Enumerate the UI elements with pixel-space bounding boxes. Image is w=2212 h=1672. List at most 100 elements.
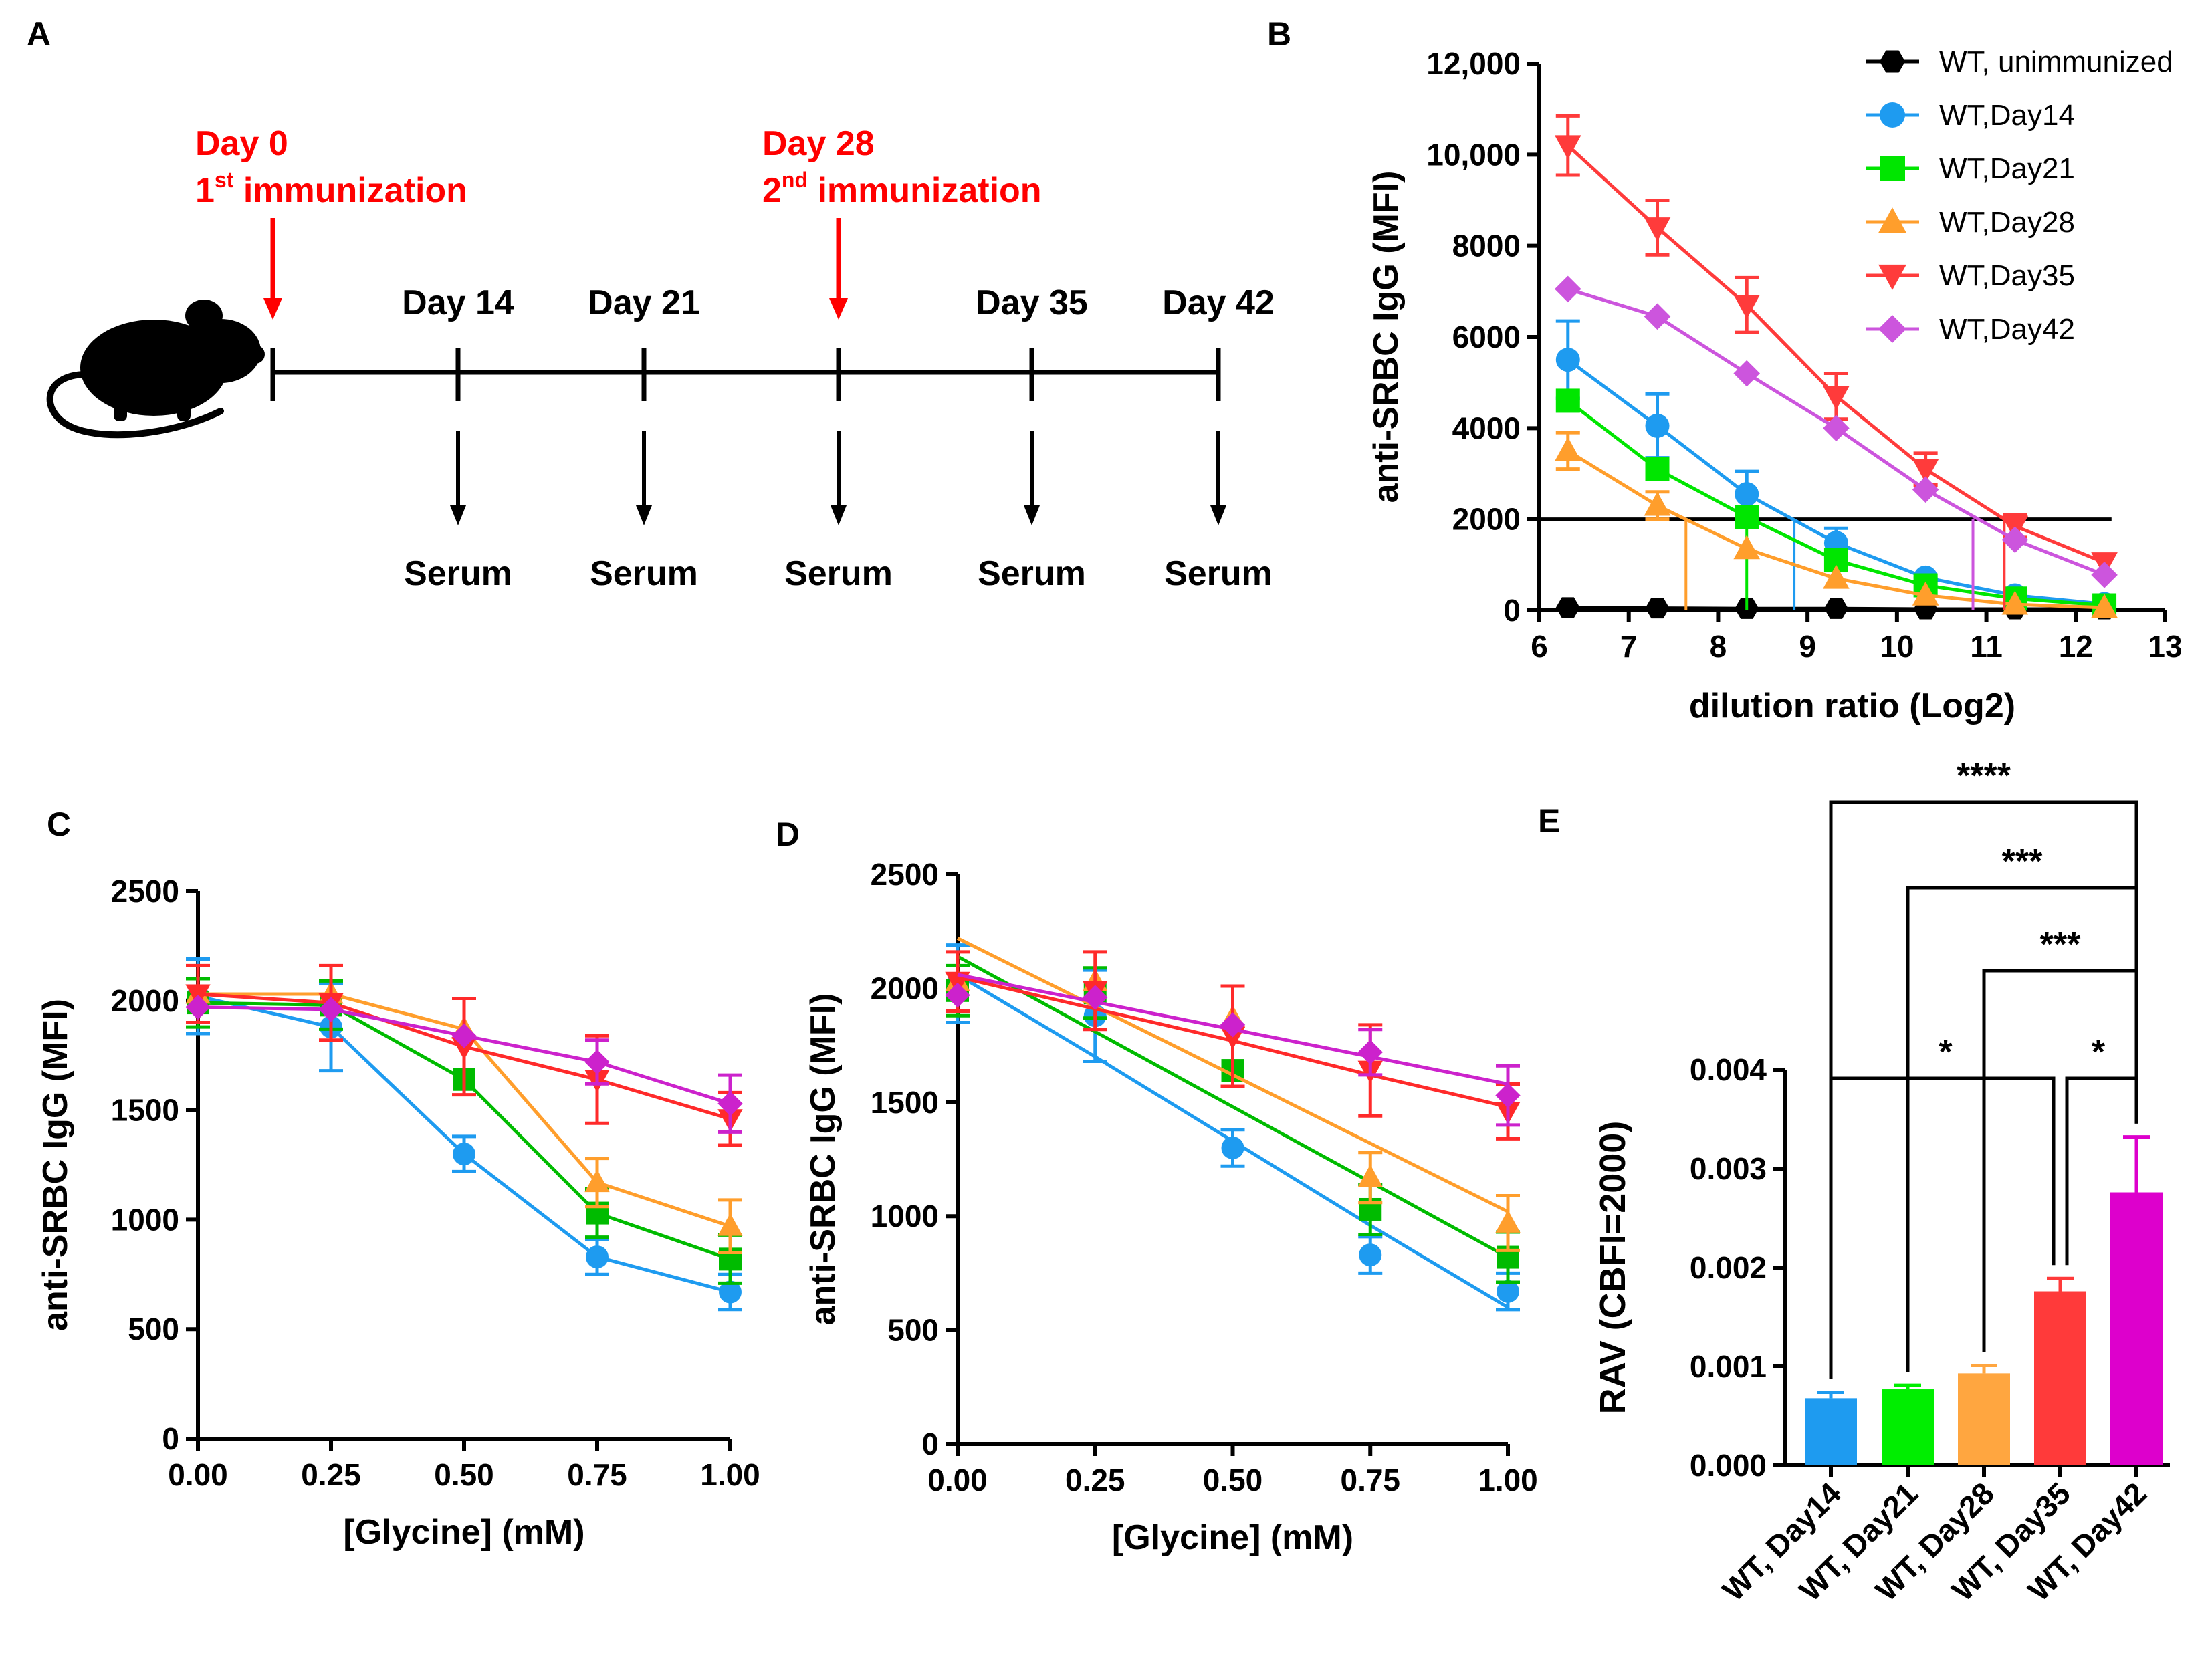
x-tick-label: 0.50 <box>434 1457 494 1492</box>
x-axis-label: [Glycine] (mM) <box>343 1513 584 1552</box>
y-tick-label: 2000 <box>871 971 939 1005</box>
legend-marker <box>1880 102 1905 128</box>
serum-arrowhead-day42 <box>1210 505 1226 525</box>
panel-label-a: A <box>27 15 51 53</box>
x-tick-label: 1.00 <box>1478 1463 1538 1498</box>
data-point <box>1823 386 1850 410</box>
y-tick-label: 1500 <box>111 1093 179 1128</box>
x-tick-label: 11 <box>1970 629 2003 664</box>
y-tick-label: 10,000 <box>1426 137 1521 172</box>
y-tick-label: 2500 <box>111 874 179 909</box>
y-tick-label: 2000 <box>1452 502 1521 537</box>
immunization-1-num: 1 <box>195 171 215 210</box>
serum-arrowhead-day35 <box>1024 505 1040 525</box>
significance-bracket: * <box>1829 1033 2056 1379</box>
x-tick-label: 0.75 <box>567 1457 627 1492</box>
data-point <box>1733 294 1761 319</box>
significance-label: **** <box>1957 757 2011 796</box>
legend-marker <box>1880 50 1905 73</box>
x-tick-label: 7 <box>1620 629 1638 664</box>
immunization-1-text: immunization <box>233 171 467 210</box>
data-point <box>1912 459 1939 483</box>
y-tick-label: 8000 <box>1452 229 1521 263</box>
series-line <box>956 955 1509 1259</box>
mouse-icon <box>46 300 265 439</box>
bar <box>2034 1291 2086 1465</box>
y-tick-label: 0 <box>1503 593 1521 628</box>
chart-c: 0 500 1000 1500 2000 2500 0.00 0.25 0.50 0.75 1.00… <box>36 874 760 1552</box>
data-point <box>451 1037 477 1060</box>
data-point <box>2091 562 2118 588</box>
y-tick-label: 1000 <box>871 1199 939 1233</box>
data-point <box>1733 535 1761 560</box>
chart-b: 0 2000 4000 6000 8000 10,000 12,000 6 7 8 9 10 11 12 1… <box>1367 45 2183 725</box>
bracket-line <box>1906 886 2138 1372</box>
data-point <box>2001 590 2029 615</box>
y-tick-label: 2500 <box>871 857 939 892</box>
y-tick-label: 0 <box>921 1427 939 1461</box>
bar <box>1805 1398 1857 1465</box>
x-tick-label: 10 <box>1880 629 1914 664</box>
x-tick-label: 9 <box>1799 629 1816 664</box>
serum-label-day35: Serum <box>978 554 1086 593</box>
data-point <box>584 1049 610 1075</box>
data-point <box>1733 360 1761 387</box>
data-point <box>1644 491 1671 516</box>
data-point <box>1497 1280 1519 1303</box>
immunization-2-arrowhead <box>829 298 848 320</box>
data-point <box>1555 348 1580 372</box>
data-point <box>1912 581 1939 606</box>
x-tick-label: 12 <box>2059 629 2093 664</box>
data-point <box>717 1213 743 1236</box>
legend-marker <box>1878 315 1906 343</box>
serum-arrows <box>456 431 1220 508</box>
data-point <box>1823 564 1850 589</box>
panel-label-c: C <box>47 806 71 843</box>
x-tick-label: 8 <box>1710 629 1727 664</box>
x-tick-label: 1.00 <box>700 1457 760 1492</box>
panel-label-e: E <box>1538 802 1560 840</box>
immunization-1-arrowhead <box>263 298 282 320</box>
timeline-panel: Day 0 1st immunization Day 28 2nd immuni… <box>46 124 1275 593</box>
x-tick-label: 0.25 <box>1065 1463 1125 1498</box>
day-14-label: Day 14 <box>402 283 514 322</box>
significance-bracket: * <box>2065 1033 2138 1266</box>
y-tick-label: 500 <box>128 1312 179 1346</box>
immunization-2-num: 2 <box>762 171 782 210</box>
legend-label: WT,Day21 <box>1939 152 2075 185</box>
y-tick-label: 2000 <box>111 983 179 1018</box>
chart-e: 0.000 0.001 0.002 0.003 0.004 RAV (CBFI=2000)… <box>1593 757 2170 1608</box>
y-tick-label: 1000 <box>111 1202 179 1237</box>
data-point <box>1083 985 1108 1010</box>
y-tick-label: 0.000 <box>1690 1448 1767 1483</box>
y-axis-label: anti-SRBC IgG (MFI) <box>1367 171 1406 503</box>
data-point <box>185 994 211 1020</box>
bracket-line <box>1829 1076 2056 1379</box>
data-point <box>1555 597 1580 618</box>
immunization-2-day: Day 28 <box>762 124 875 163</box>
serum-label-day21: Serum <box>590 554 698 593</box>
data-point <box>1644 217 1671 242</box>
significance-label: *** <box>2002 842 2043 881</box>
legend-label: WT, unimmunized <box>1939 45 2173 78</box>
y-tick-label: 0 <box>162 1421 179 1456</box>
data-point <box>1555 388 1580 413</box>
significance-bracket: *** <box>1982 925 2138 1352</box>
significance-label: * <box>1939 1033 1953 1072</box>
data-point <box>1644 303 1671 330</box>
y-tick-label: 12,000 <box>1426 46 1521 81</box>
x-axis-label: dilution ratio (Log2) <box>1689 687 2015 725</box>
legend-marker <box>1878 264 1906 290</box>
day-21-label: Day 21 <box>588 283 700 322</box>
data-point <box>1495 1209 1521 1233</box>
serum-arrowhead-day21 <box>636 505 652 525</box>
significance-label: *** <box>2040 925 2081 964</box>
y-tick-label: 500 <box>887 1313 939 1348</box>
data-point <box>945 982 970 1008</box>
panel-label-b: B <box>1267 15 1291 53</box>
y-tick-label: 0.001 <box>1690 1349 1767 1384</box>
data-point <box>1357 1040 1383 1065</box>
y-axis-label: RAV (CBFI=2000) <box>1593 1121 1633 1415</box>
series-wt-day42 <box>945 973 1521 1127</box>
